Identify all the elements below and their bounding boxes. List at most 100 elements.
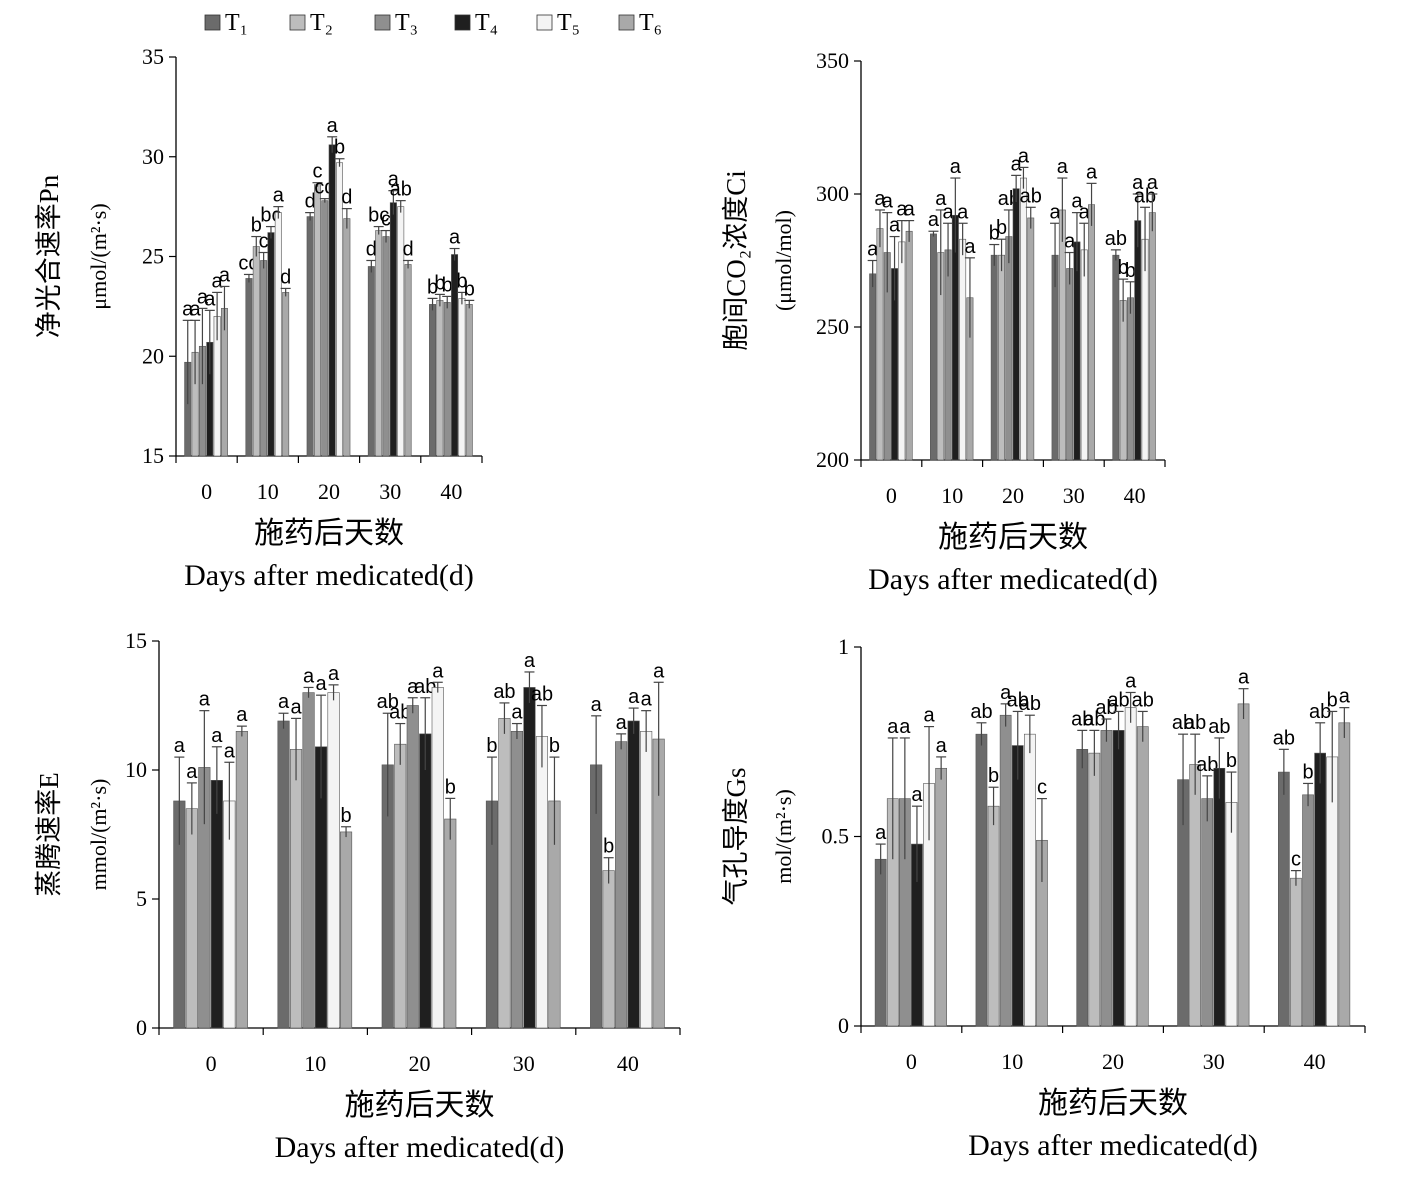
x-tick-label: 20 — [318, 479, 340, 504]
significance-label: b — [486, 735, 497, 757]
significance-label: b — [427, 276, 438, 298]
bar — [1088, 204, 1095, 461]
significance-label: ab — [1208, 716, 1230, 738]
significance-label: ab — [1107, 689, 1129, 711]
significance-label: a — [328, 663, 340, 685]
bar — [1338, 722, 1351, 1027]
significance-label: bc — [368, 205, 389, 227]
significance-label: ab — [1020, 185, 1042, 207]
x-tick-label: 20 — [1002, 483, 1024, 508]
significance-label: b — [464, 278, 475, 300]
bar — [444, 818, 457, 1029]
bar — [1076, 749, 1089, 1027]
significance-label: b — [996, 217, 1007, 239]
bar — [930, 233, 937, 461]
significance-label: b — [334, 137, 345, 159]
significance-label: a — [236, 704, 248, 726]
significance-label: a — [224, 740, 236, 762]
significance-label: ab — [1196, 754, 1218, 776]
significance-label: b — [1302, 761, 1313, 783]
bar — [1148, 212, 1156, 461]
significance-label: ab — [1007, 689, 1029, 711]
significance-label: ab — [390, 179, 412, 201]
x-axis-label-cn: 施药后天数 — [938, 521, 1088, 554]
significance-label: a — [190, 298, 202, 320]
y-tick-label: 350 — [816, 48, 849, 73]
significance-label: a — [923, 705, 935, 727]
significance-label: a — [928, 209, 940, 231]
significance-label: a — [388, 169, 400, 191]
bar — [1088, 752, 1101, 1027]
significance-label: a — [186, 761, 198, 783]
legend-label-5: T₅ — [557, 10, 580, 36]
bar — [523, 687, 536, 1029]
significance-label: a — [874, 188, 886, 210]
significance-label: a — [875, 822, 887, 844]
x-tick-label: 10 — [257, 479, 279, 504]
x-tick-label: 30 — [513, 1051, 535, 1076]
x-axis-label-en: Days after medicated(d) — [275, 1131, 565, 1164]
bar — [1023, 733, 1036, 1027]
y-axis-label-cn: 气孔导度Gs — [721, 767, 751, 905]
significance-label: b — [442, 274, 453, 296]
significance-label: b — [988, 765, 999, 787]
bar — [210, 780, 223, 1029]
bar — [999, 714, 1012, 1027]
y-axis-label-cn: 净光合速率Pn — [34, 174, 64, 338]
significance-label: ab — [1019, 693, 1041, 715]
bar — [1080, 249, 1088, 461]
significance-label: d — [366, 238, 377, 260]
bar — [314, 184, 321, 457]
significance-label: a — [174, 735, 186, 757]
significance-label: a — [1064, 231, 1076, 253]
bar — [289, 749, 303, 1029]
y-tick-label: 0.5 — [822, 824, 850, 849]
significance-label: ab — [1184, 712, 1206, 734]
bar — [498, 718, 511, 1029]
bar — [1012, 188, 1020, 461]
bar — [1290, 877, 1302, 1027]
significance-label: c — [1291, 849, 1301, 871]
significance-label: a — [315, 673, 327, 695]
y-tick-label: 200 — [816, 447, 849, 472]
bar — [640, 730, 653, 1029]
bar — [1066, 268, 1074, 461]
significance-label: ab — [493, 681, 515, 703]
bar — [1237, 703, 1250, 1027]
bar — [367, 266, 375, 457]
significance-label: a — [199, 689, 211, 711]
significance-label: a — [899, 716, 911, 738]
significance-label: c — [312, 161, 322, 183]
legend-swatch-3 — [374, 14, 391, 31]
significance-label: ab — [1132, 689, 1154, 711]
significance-label: a — [1018, 145, 1030, 167]
bar — [419, 733, 432, 1029]
bar — [185, 808, 198, 1029]
y-tick-label: 15 — [142, 443, 164, 468]
significance-label: a — [1071, 191, 1083, 213]
significance-label: a — [182, 298, 194, 320]
significance-label: d — [280, 266, 291, 288]
bar — [1278, 771, 1290, 1027]
significance-label: b — [340, 805, 351, 827]
x-tick-label: 0 — [206, 1051, 217, 1076]
y-axis-label-unit: mmol/(m²·s) — [86, 779, 111, 891]
bar — [394, 743, 407, 1029]
x-tick-label: 40 — [1124, 483, 1146, 508]
y-tick-label: 0 — [136, 1015, 147, 1040]
significance-label: a — [1147, 172, 1159, 194]
significance-label: ab — [1273, 727, 1295, 749]
legend-label-6: T₆ — [639, 10, 662, 36]
legend-label-4: T₄ — [475, 10, 498, 36]
significance-label: a — [887, 716, 899, 738]
bar — [1314, 752, 1326, 1027]
legend-label-2: T₂ — [310, 10, 333, 36]
significance-label: b — [445, 776, 456, 798]
significance-label: a — [867, 239, 879, 261]
y-tick-label: 1 — [838, 634, 849, 659]
significance-label: a — [278, 691, 290, 713]
bar — [1005, 236, 1013, 461]
bar — [869, 273, 877, 461]
